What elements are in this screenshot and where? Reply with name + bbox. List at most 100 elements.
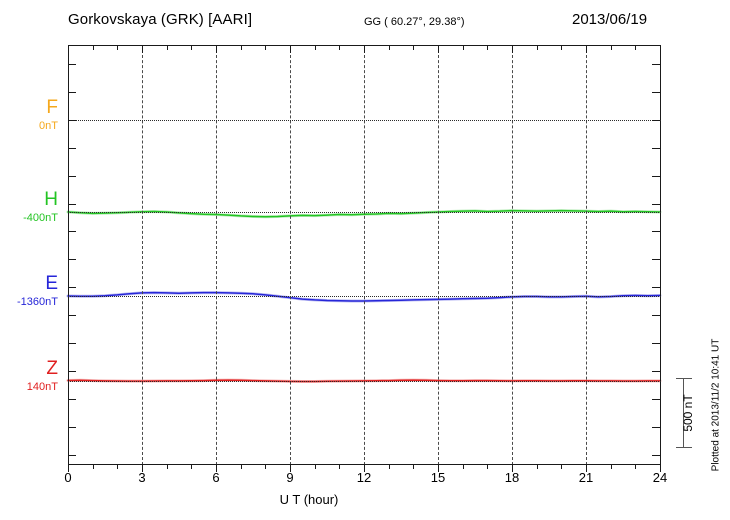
scale-bar-label: 500 nT bbox=[681, 394, 695, 432]
tick-bottom-3h bbox=[142, 464, 143, 472]
component-value-h: -400nT bbox=[23, 212, 58, 224]
tick-right bbox=[652, 399, 660, 400]
component-glyph-z: Z bbox=[46, 358, 58, 379]
tick-bottom-9h bbox=[290, 464, 291, 472]
tick-top-14h bbox=[413, 45, 415, 50]
tick-left bbox=[68, 259, 76, 260]
tick-bottom-21h bbox=[586, 464, 587, 472]
tick-top-1h bbox=[92, 45, 94, 50]
tick-right bbox=[652, 315, 660, 316]
tick-left bbox=[68, 427, 76, 428]
tick-bottom-1h bbox=[92, 464, 94, 469]
tick-left bbox=[68, 231, 76, 232]
tick-top-16h bbox=[462, 45, 464, 50]
tick-bottom-13h bbox=[388, 464, 390, 469]
component-value-e: -1360nT bbox=[17, 296, 58, 308]
tick-top-5h bbox=[191, 45, 193, 50]
component-value-z: 140nT bbox=[26, 381, 58, 393]
tick-right bbox=[652, 176, 660, 177]
tick-right bbox=[652, 120, 660, 121]
tick-bottom-19h bbox=[536, 464, 538, 469]
tick-bottom-4h bbox=[166, 464, 168, 469]
tick-left bbox=[68, 204, 76, 205]
scale-bar-stem bbox=[683, 378, 684, 448]
tick-top-17h bbox=[487, 45, 489, 50]
tick-top-22h bbox=[610, 45, 612, 50]
x-tick-label-6: 6 bbox=[212, 470, 220, 485]
tick-top-2h bbox=[117, 45, 119, 50]
geographic-coordinates: GG ( 60.27°, 29.38°) bbox=[364, 16, 465, 28]
observation-date: 2013/06/19 bbox=[572, 11, 648, 28]
tick-top-10h bbox=[314, 45, 316, 50]
tick-left bbox=[68, 176, 76, 177]
tick-right bbox=[652, 92, 660, 93]
tick-top-20h bbox=[561, 45, 563, 50]
gridline-21h bbox=[586, 45, 587, 465]
tick-right bbox=[652, 455, 660, 456]
baseline-h bbox=[68, 212, 661, 213]
tick-bottom-17h bbox=[487, 464, 489, 469]
tick-top-11h bbox=[339, 45, 341, 50]
tick-bottom-11h bbox=[339, 464, 341, 469]
plot-area bbox=[66, 45, 662, 472]
tick-bottom-24h bbox=[660, 464, 661, 472]
component-label-f: F 0nT bbox=[39, 98, 58, 132]
tick-left bbox=[68, 64, 76, 65]
scale-bar-bottom-cap bbox=[676, 447, 692, 448]
tick-top-9h bbox=[290, 45, 291, 53]
tick-top-8h bbox=[265, 45, 267, 50]
tick-right bbox=[652, 259, 660, 260]
tick-top-23h bbox=[635, 45, 637, 50]
tick-bottom-12h bbox=[364, 464, 365, 472]
tick-bottom-22h bbox=[610, 464, 612, 469]
tick-right bbox=[652, 427, 660, 428]
tick-left bbox=[68, 315, 76, 316]
scale-bar-top-cap bbox=[676, 378, 692, 379]
tick-left bbox=[68, 399, 76, 400]
tick-bottom-2h bbox=[117, 464, 119, 469]
tick-bottom-16h bbox=[462, 464, 464, 469]
tick-top-6h bbox=[216, 45, 217, 53]
tick-top-4h bbox=[166, 45, 168, 50]
tick-top-13h bbox=[388, 45, 390, 50]
tick-right bbox=[652, 287, 660, 288]
tick-right bbox=[652, 371, 660, 372]
tick-left bbox=[68, 92, 76, 93]
component-glyph-e: E bbox=[45, 273, 58, 294]
x-axis-title: U T (hour) bbox=[279, 492, 339, 507]
tick-right bbox=[652, 204, 660, 205]
tick-bottom-18h bbox=[512, 464, 513, 472]
gridline-6h bbox=[216, 45, 217, 465]
tick-left bbox=[68, 148, 76, 149]
tick-right bbox=[652, 64, 660, 65]
x-tick-label-15: 15 bbox=[430, 470, 446, 485]
tick-left bbox=[68, 287, 76, 288]
x-tick-label-3: 3 bbox=[138, 470, 146, 485]
tick-bottom-6h bbox=[216, 464, 217, 472]
tick-left bbox=[68, 343, 76, 344]
baseline-z bbox=[68, 381, 661, 382]
gridline-12h bbox=[364, 45, 365, 465]
component-glyph-f: F bbox=[46, 97, 58, 118]
tick-bottom-15h bbox=[438, 464, 439, 472]
x-tick-label-9: 9 bbox=[286, 470, 294, 485]
x-tick-label-18: 18 bbox=[504, 470, 520, 485]
gridline-9h bbox=[290, 45, 291, 465]
tick-bottom-0h bbox=[68, 464, 69, 472]
component-label-h: H -400nT bbox=[23, 190, 58, 224]
tick-top-24h bbox=[660, 45, 661, 53]
scale-bar bbox=[676, 378, 692, 448]
tick-top-7h bbox=[240, 45, 242, 50]
tick-top-18h bbox=[512, 45, 513, 53]
tick-bottom-5h bbox=[191, 464, 193, 469]
component-glyph-h: H bbox=[44, 189, 58, 210]
gridline-15h bbox=[438, 45, 439, 465]
tick-right bbox=[652, 231, 660, 232]
x-tick-label-24: 24 bbox=[652, 470, 668, 485]
x-tick-label-12: 12 bbox=[356, 470, 372, 485]
component-label-z: Z 140nT bbox=[27, 359, 58, 393]
component-value-f: 0nT bbox=[39, 120, 58, 132]
tick-bottom-7h bbox=[240, 464, 242, 469]
x-tick-label-0: 0 bbox=[64, 470, 72, 485]
